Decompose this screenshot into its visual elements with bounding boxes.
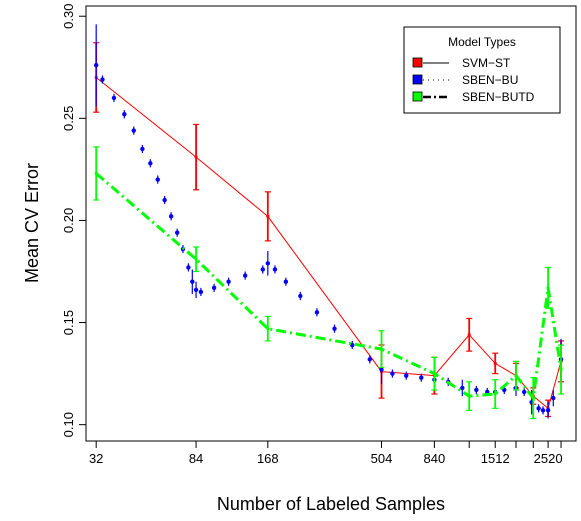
legend-label: SBEN−BU bbox=[462, 73, 518, 87]
legend-title: Model Types bbox=[448, 35, 516, 49]
y-tick-label: 0.25 bbox=[61, 106, 76, 131]
data-point bbox=[94, 171, 98, 176]
legend-swatch bbox=[412, 57, 423, 68]
x-tick-label: 840 bbox=[424, 451, 446, 466]
data-point bbox=[266, 327, 270, 331]
plot-frame bbox=[85, 5, 577, 442]
series-dashdot bbox=[93, 146, 565, 420]
data-point bbox=[266, 214, 270, 218]
series-line bbox=[95, 172, 563, 402]
data-point bbox=[514, 374, 518, 378]
x-axis-title: Number of Labeled Samples bbox=[217, 494, 445, 514]
data-point bbox=[379, 347, 384, 351]
legend-box bbox=[403, 26, 561, 114]
data-point bbox=[467, 394, 471, 398]
data-point bbox=[467, 333, 471, 337]
y-tick-label: 0.10 bbox=[61, 412, 76, 437]
legend-entries: SVM−ST SBEN−BU SBEN−BUTD bbox=[412, 56, 535, 104]
data-point bbox=[546, 286, 550, 290]
y-tick-label: 0.15 bbox=[61, 310, 76, 335]
legend-entry: SBEN−BU bbox=[412, 73, 518, 87]
data-point bbox=[194, 257, 198, 261]
x-axis: 32 84 168 504 840 1512 2520 bbox=[89, 441, 563, 466]
data-point bbox=[559, 367, 563, 372]
series-layer bbox=[93, 24, 565, 420]
x-tick-label: 84 bbox=[189, 451, 203, 466]
x-tick-label: 504 bbox=[371, 451, 393, 466]
data-point bbox=[531, 396, 535, 400]
y-axis: 0.10 0.15 0.20 0.25 0.30 bbox=[61, 4, 86, 437]
legend-entry: SVM−ST bbox=[412, 56, 511, 70]
legend-entry: SBEN−BUTD bbox=[412, 90, 535, 104]
series-line bbox=[95, 77, 562, 410]
x-tick-label: 1512 bbox=[481, 451, 510, 466]
data-point bbox=[493, 361, 497, 365]
legend-label: SVM−ST bbox=[462, 56, 511, 70]
data-point bbox=[432, 372, 436, 376]
y-tick-label: 0.30 bbox=[61, 4, 76, 29]
data-point bbox=[194, 155, 198, 159]
legend: Model Types SVM−ST SBEN−BU SBEN−BUTD bbox=[403, 26, 561, 114]
legend-swatch bbox=[412, 74, 423, 85]
legend-swatch bbox=[412, 91, 423, 102]
data-point bbox=[493, 392, 497, 396]
x-tick-label: 168 bbox=[257, 451, 279, 466]
legend-label: SBEN−BUTD bbox=[462, 90, 535, 104]
y-axis-title: Mean CV Error bbox=[22, 163, 42, 283]
x-tick-label: 32 bbox=[89, 451, 103, 466]
x-tick-label: 2520 bbox=[534, 451, 563, 466]
y-tick-label: 0.20 bbox=[61, 208, 76, 233]
